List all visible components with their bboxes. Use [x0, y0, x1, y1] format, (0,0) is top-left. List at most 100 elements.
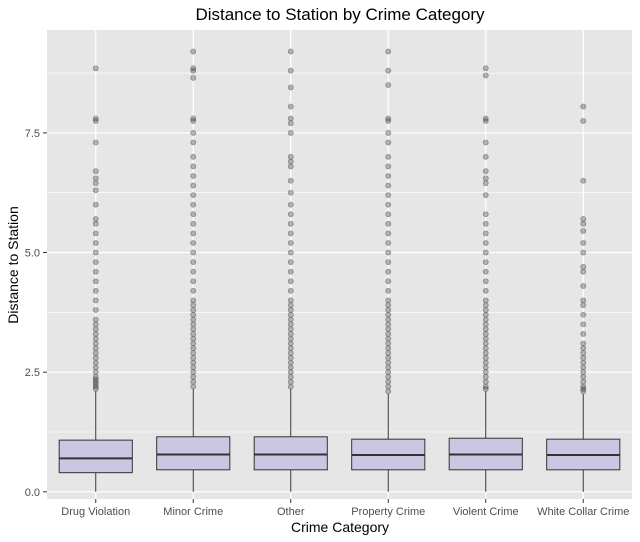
outlier-point — [287, 189, 294, 196]
outlier-point — [385, 129, 392, 136]
outlier-point — [580, 249, 587, 256]
outlier-point — [190, 354, 197, 361]
x-tick-label: Violent Crime — [453, 506, 519, 518]
outlier-point — [287, 201, 294, 208]
outlier-point — [482, 220, 489, 227]
outlier-point — [287, 249, 294, 256]
outlier-point — [92, 326, 99, 333]
outlier-point — [92, 180, 99, 187]
outlier-point — [385, 240, 392, 246]
outlier-point — [287, 374, 294, 380]
outlier-point — [190, 350, 197, 356]
outlier-point — [482, 153, 489, 160]
outlier-point — [190, 201, 197, 208]
box-iqr — [156, 436, 231, 471]
outlier-point — [190, 220, 197, 227]
outlier-point — [385, 82, 392, 88]
outlier-point — [580, 302, 587, 309]
outlier-point — [287, 211, 294, 218]
outlier-point — [580, 374, 587, 380]
outlier-point — [385, 48, 392, 55]
outlier-point — [482, 321, 489, 328]
boxes — [58, 48, 621, 492]
outlier-point — [385, 192, 392, 199]
outlier-point — [287, 158, 294, 165]
outlier-point — [92, 268, 99, 275]
outlier-point — [482, 345, 489, 352]
outlier-point — [580, 263, 587, 270]
outlier-point — [287, 383, 294, 390]
outlier-point — [190, 297, 197, 304]
outlier-point — [190, 374, 197, 380]
outlier-point — [190, 307, 197, 313]
outlier-point — [482, 364, 489, 371]
outlier-point — [190, 182, 197, 189]
y-axis-title: Distance to Station — [5, 206, 21, 324]
outlier-point — [190, 359, 197, 366]
outlier-point — [190, 302, 197, 309]
outlier-point — [385, 201, 392, 208]
outlier-point — [92, 220, 99, 227]
outlier-point — [385, 326, 392, 333]
outlier-point — [287, 326, 294, 333]
outlier-point — [385, 67, 392, 74]
outlier-point — [385, 378, 392, 385]
outlier-point — [190, 65, 197, 72]
y-tick-label: 5.0 — [25, 248, 40, 260]
outlier-point — [385, 388, 392, 395]
outlier-point — [92, 378, 99, 385]
outlier-point — [385, 153, 392, 160]
outlier-point — [287, 354, 294, 361]
outlier-point — [482, 139, 489, 146]
outlier-point — [482, 268, 489, 275]
outlier-point — [385, 340, 392, 347]
y-axis-ticks: 0.0 2.5 5.0 7.5 — [25, 128, 47, 499]
outlier-point — [580, 330, 587, 337]
outlier-point — [287, 103, 294, 110]
x-tick-label: Drug Violation — [61, 506, 130, 518]
outlier-point — [287, 307, 294, 313]
outlier-point — [482, 72, 489, 79]
outlier-point — [92, 364, 99, 371]
outlier-point — [482, 249, 489, 256]
outlier-point — [287, 240, 294, 246]
plot-panel — [47, 30, 632, 499]
outlier-point — [287, 287, 294, 294]
outlier-point — [385, 139, 392, 146]
outlier-point — [385, 182, 392, 189]
outlier-point — [287, 163, 294, 170]
outlier-point — [385, 321, 392, 328]
outlier-point — [482, 326, 489, 333]
outlier-point — [190, 268, 197, 275]
outlier-point — [385, 383, 392, 390]
outlier-point — [482, 175, 489, 182]
outlier-point — [92, 278, 99, 285]
outlier-point — [92, 201, 99, 208]
outlier-point — [482, 278, 489, 285]
outlier-point — [190, 326, 197, 333]
outlier-point — [287, 335, 294, 342]
outlier-point — [287, 84, 294, 91]
outlier-point — [385, 311, 392, 318]
outlier-point — [190, 173, 197, 179]
outlier-point — [190, 369, 197, 376]
box-group — [156, 48, 231, 492]
outlier-point — [482, 168, 489, 175]
outlier-point — [190, 278, 197, 285]
outlier-point — [385, 268, 392, 275]
x-tick-label: White Collar Crime — [537, 506, 629, 518]
outlier-point — [287, 364, 294, 371]
outlier-point — [92, 381, 99, 388]
outlier-point — [385, 297, 392, 304]
outlier-point — [385, 359, 392, 366]
outlier-point — [190, 345, 197, 352]
outlier-point — [287, 369, 294, 376]
outlier-point — [190, 48, 197, 55]
outlier-point — [190, 163, 197, 170]
outlier-point — [287, 129, 294, 136]
outlier-point — [580, 311, 587, 318]
outlier-point — [190, 321, 197, 328]
outlier-point — [287, 153, 294, 160]
outlier-point — [190, 364, 197, 371]
outlier-point — [482, 192, 489, 199]
